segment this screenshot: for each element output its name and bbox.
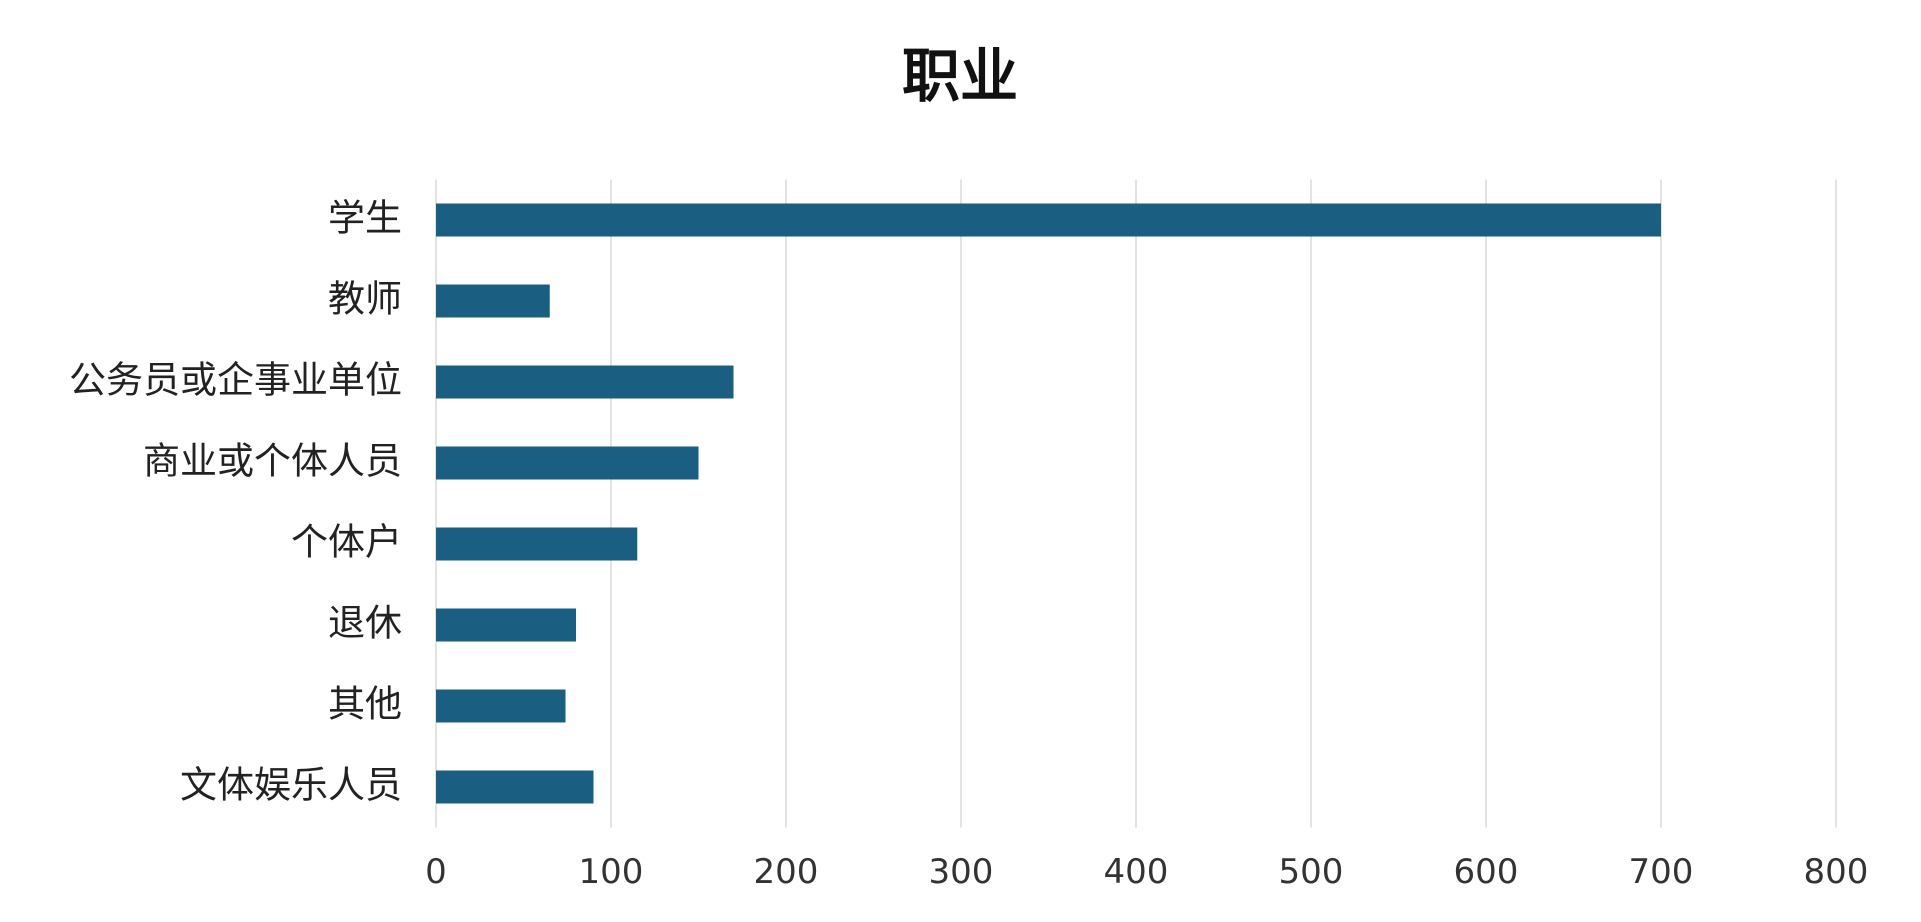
- y-tick-label: 其他: [328, 683, 402, 726]
- bar: [436, 689, 566, 723]
- y-tick-label: 公务员或企事业单位: [69, 359, 402, 402]
- bar: [436, 608, 576, 642]
- bar: [436, 770, 594, 804]
- x-tick-label: 700: [1629, 852, 1694, 892]
- y-tick-label: 退休: [328, 602, 402, 645]
- y-tick-label: 商业或个体人员: [143, 440, 402, 483]
- bar: [436, 446, 699, 480]
- x-tick-label: 600: [1454, 852, 1519, 892]
- x-tick-label: 200: [754, 852, 819, 892]
- y-tick-label: 文体娱乐人员: [180, 764, 402, 807]
- bar: [436, 284, 550, 318]
- x-tick-label: 800: [1804, 852, 1869, 892]
- x-tick-label: 100: [579, 852, 644, 892]
- y-tick-label: 个体户: [291, 521, 402, 564]
- bar: [436, 365, 734, 399]
- y-tick-label: 学生: [328, 197, 402, 240]
- x-tick-label: 500: [1279, 852, 1344, 892]
- x-tick-label: 0: [425, 852, 447, 892]
- x-tick-label: 400: [1104, 852, 1169, 892]
- x-tick-label: 300: [929, 852, 994, 892]
- chart-title: 职业: [902, 42, 1018, 110]
- bar: [436, 527, 638, 561]
- bar: [436, 203, 1661, 237]
- y-tick-label: 教师: [328, 278, 402, 321]
